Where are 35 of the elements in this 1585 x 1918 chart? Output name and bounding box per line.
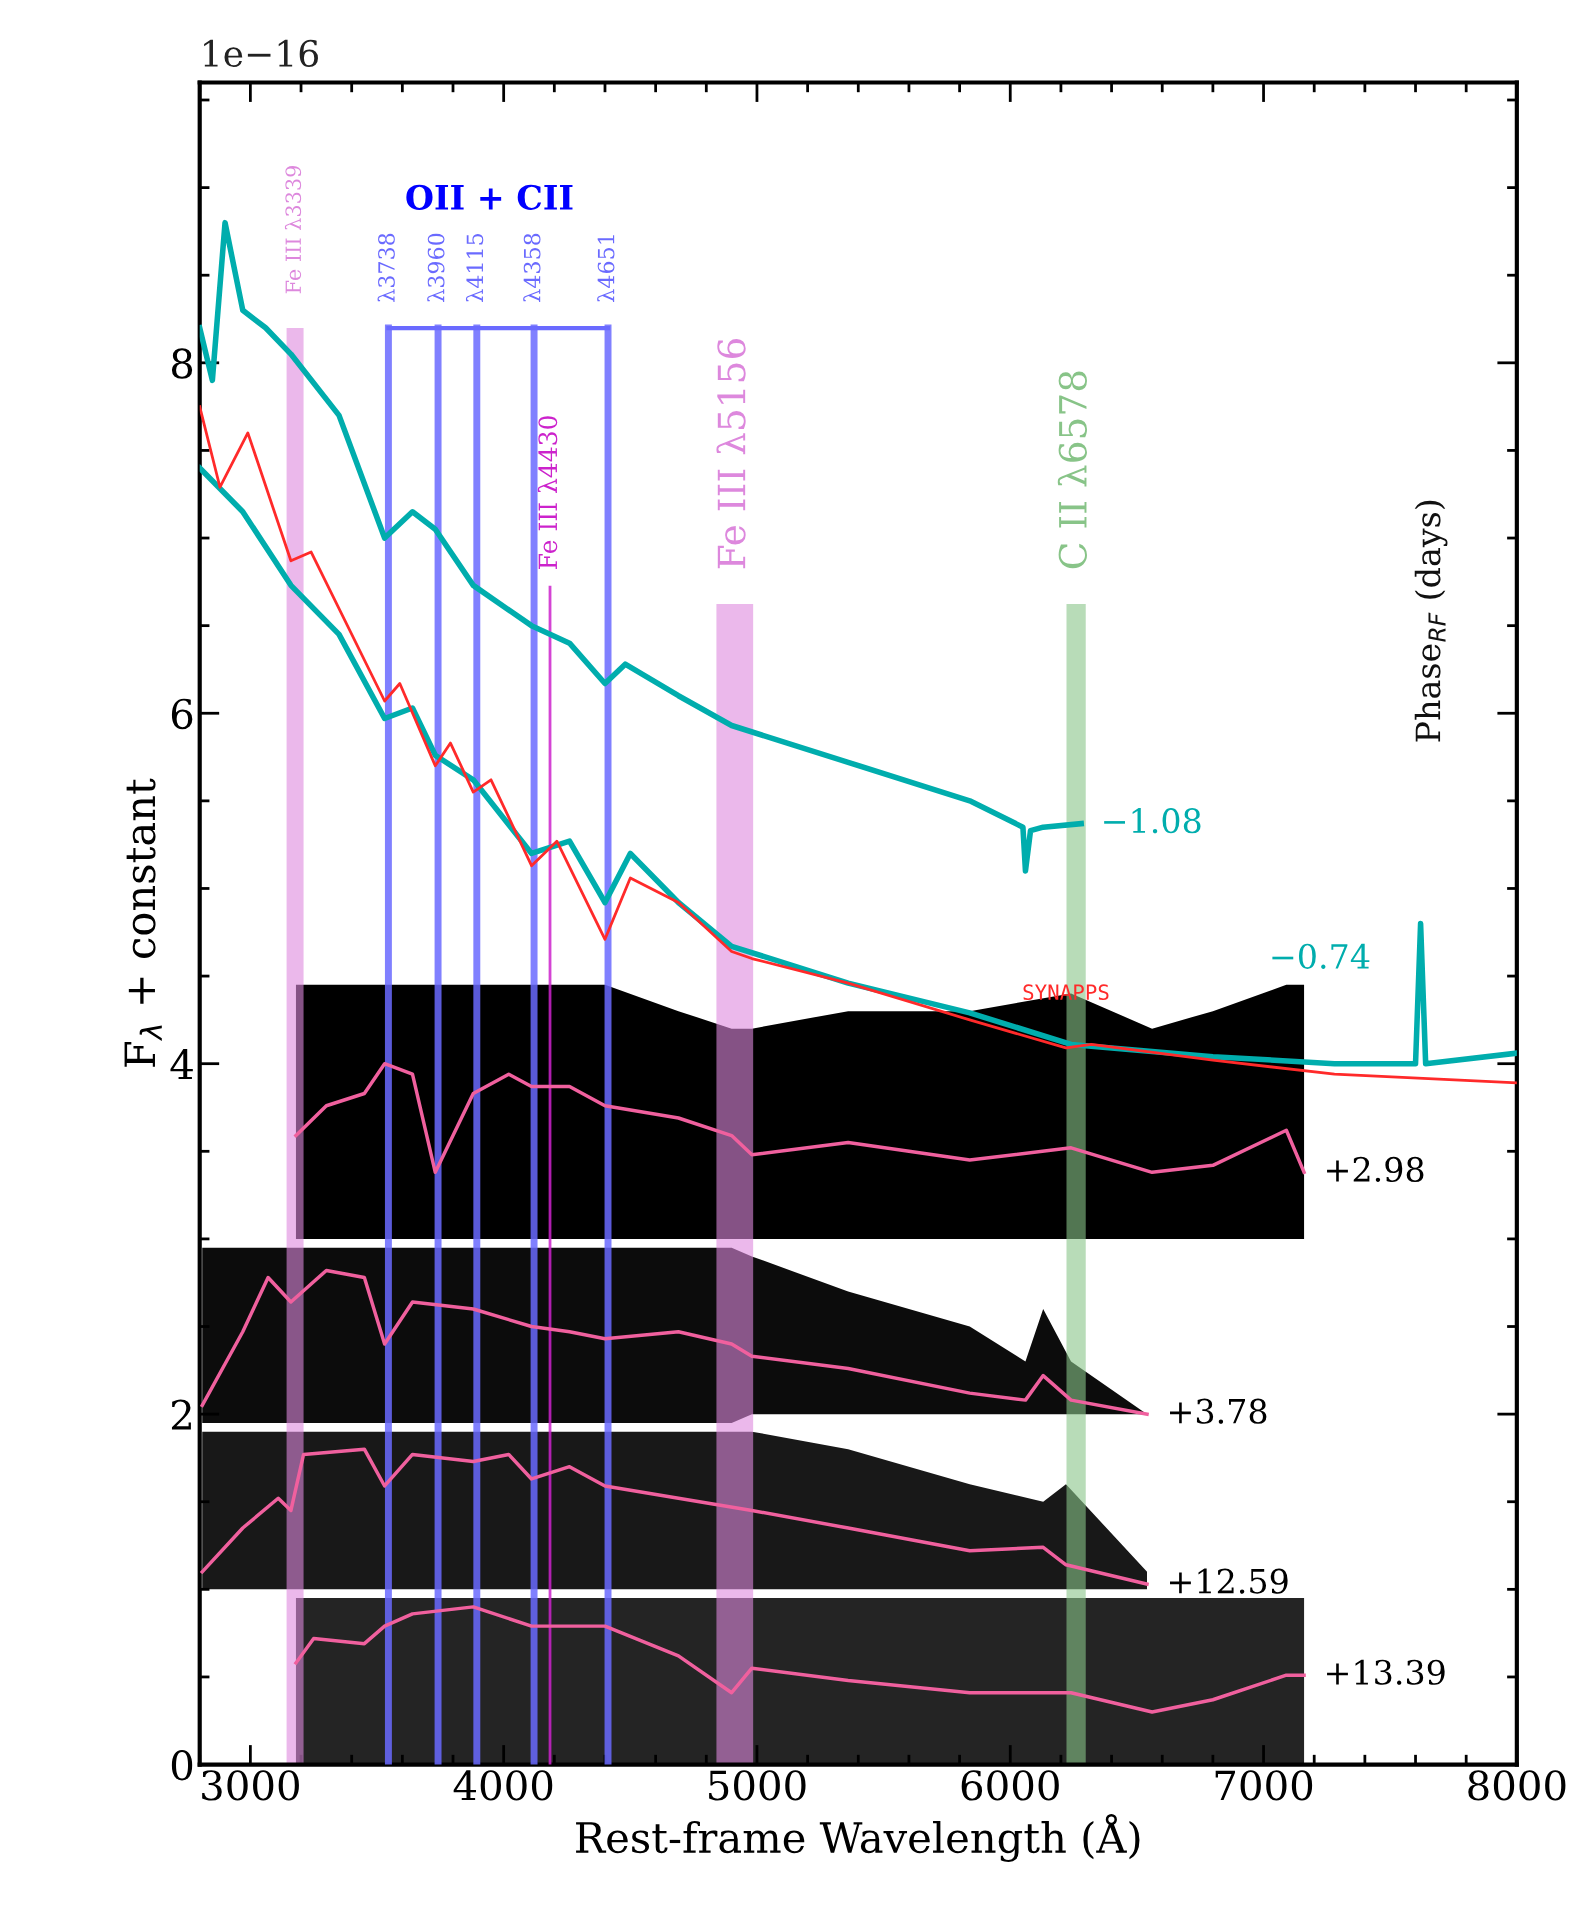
text: 1e−16 xyxy=(204,39,318,68)
series-label: −0.74 xyxy=(1272,943,1370,969)
ref-line-label: λ3960 xyxy=(427,233,445,302)
series-label: −1.08 xyxy=(1104,808,1201,834)
line-series xyxy=(294,1605,1306,1714)
ref-line-label: Fe III λ4430 xyxy=(537,416,558,569)
x-tick-label: 5000 xyxy=(709,1770,806,1801)
band-label: Fe III λ5156 xyxy=(716,339,746,569)
x-tick-label: 3000 xyxy=(202,1770,299,1801)
y-tick-label: 8 xyxy=(171,348,193,379)
series-label: SYNAPPS xyxy=(1023,984,1109,1001)
series-label: +2.98 xyxy=(1327,1156,1424,1182)
x-axis-title: Rest-frame Wavelength (Å) xyxy=(576,1813,1140,1862)
series-label: +13.39 xyxy=(1327,1659,1445,1685)
y-tick-label: 6 xyxy=(171,698,193,730)
x-tick-label: 7000 xyxy=(1215,1770,1313,1801)
x-tick-label: 4000 xyxy=(453,1770,553,1801)
series-label: +3.78 xyxy=(1170,1398,1267,1424)
line-series xyxy=(294,1061,1306,1175)
annotation: OII + CII xyxy=(406,184,573,210)
x-tick-label: 8000 xyxy=(1468,1770,1566,1801)
ref-line-label: λ3738 xyxy=(377,233,395,302)
annotation: Phase$_{RF}$ (days) xyxy=(1414,500,1448,742)
series-label: +12.59 xyxy=(1170,1568,1288,1594)
x-tick-label: 6000 xyxy=(961,1770,1059,1801)
band-label: C II λ6578 xyxy=(1057,371,1087,569)
y-tick-label: 0 xyxy=(171,1749,193,1781)
ref-line-label: λ4115 xyxy=(465,233,484,302)
y-tick-label: 4 xyxy=(170,1049,193,1079)
ref-line-label: λ4358 xyxy=(523,233,541,302)
y-axis-title: F$_{λ}$ + constant xyxy=(124,778,162,1067)
ref-line-label: λ4651 xyxy=(597,235,615,302)
line-series xyxy=(200,1268,1149,1416)
band-label: Fe III λ3339 xyxy=(284,166,302,294)
y-tick-label: 2 xyxy=(171,1399,191,1430)
